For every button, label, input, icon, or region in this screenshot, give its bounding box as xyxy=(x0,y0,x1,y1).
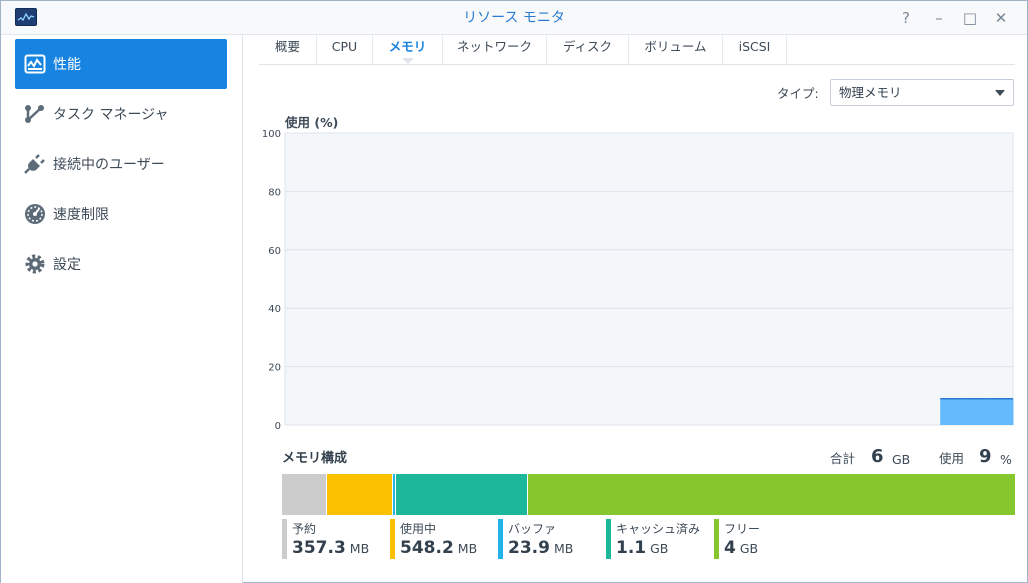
legend-value: 4 GB xyxy=(724,538,759,558)
legend-reserved: 予約 357.3 MB xyxy=(282,519,386,559)
gear-icon xyxy=(23,252,47,276)
sidebar-item-label: タスク マネージャ xyxy=(53,107,169,123)
usage-area-segment xyxy=(964,398,990,425)
memory-segment xyxy=(391,474,396,515)
used-value: 9 xyxy=(979,446,992,467)
legend-color-swatch xyxy=(606,519,611,559)
plug-icon xyxy=(23,152,47,176)
y-tick-label: 20 xyxy=(268,363,281,374)
help-icon: ? xyxy=(902,9,910,27)
title-bar: リソース モニタ ? – □ ✕ xyxy=(1,1,1027,35)
maximize-icon: □ xyxy=(962,9,978,27)
sidebar-item-label: 速度制限 xyxy=(53,207,109,223)
y-tick-label: 0 xyxy=(275,421,281,432)
maximize-button[interactable]: □ xyxy=(958,6,982,30)
legend-value: 548.2 MB xyxy=(400,538,478,558)
legend-in-use: 使用中 548.2 MB xyxy=(390,519,494,559)
legend-free: フリー 4 GB xyxy=(714,519,818,559)
sidebar-item-connected-users[interactable]: 接続中のユーザー xyxy=(15,139,227,189)
memory-segment xyxy=(527,474,1015,515)
legend-buffer: バッファ 23.9 MB xyxy=(498,519,602,559)
minimize-icon: – xyxy=(935,9,943,27)
resource-monitor-app-icon xyxy=(15,8,37,26)
sidebar-item-performance[interactable]: 性能 xyxy=(15,39,227,89)
legend-value: 23.9 MB xyxy=(508,538,574,558)
sidebar-item-label: 設定 xyxy=(53,257,81,273)
sidebar: 性能 タスク マネージャ xyxy=(1,35,243,583)
total-value: 6 xyxy=(871,446,884,467)
tab-overview[interactable]: 概要 xyxy=(259,35,317,64)
sidebar-item-settings[interactable]: 設定 xyxy=(15,239,227,289)
y-tick-label: 60 xyxy=(268,246,281,257)
performance-icon xyxy=(23,52,47,76)
legend-color-swatch xyxy=(282,519,287,559)
used-label: 使用 xyxy=(939,451,965,466)
type-select-value: 物理メモリ xyxy=(839,85,902,100)
help-button[interactable]: ? xyxy=(894,6,918,30)
minimize-button[interactable]: – xyxy=(927,6,951,30)
memory-composition-bar xyxy=(282,474,1015,515)
chart-title: 使用 (%) xyxy=(285,115,339,130)
window-title: リソース モニタ xyxy=(463,10,565,26)
legend-label: フリー xyxy=(724,522,761,536)
memory-segment xyxy=(325,474,392,515)
y-tick-label: 100 xyxy=(262,129,281,140)
legend-value: 1.1 GB xyxy=(616,538,669,558)
y-tick-label: 80 xyxy=(268,187,281,198)
usage-area-segment xyxy=(940,398,965,425)
legend-label: 予約 xyxy=(292,522,317,536)
legend-label: 使用中 xyxy=(400,522,437,536)
tab-cpu[interactable]: CPU xyxy=(317,35,373,64)
sidebar-item-label: 性能 xyxy=(53,57,81,73)
legend-label: バッファ xyxy=(508,522,557,536)
tab-volume[interactable]: ボリューム xyxy=(629,35,723,64)
task-manager-icon xyxy=(23,102,47,126)
sidebar-item-task-manager[interactable]: タスク マネージャ xyxy=(15,89,227,139)
memory-segment xyxy=(395,474,528,515)
legend-color-swatch xyxy=(714,519,719,559)
usage-area-segment xyxy=(988,398,1014,425)
total-label: 合計 xyxy=(830,451,856,466)
speedometer-icon xyxy=(23,202,47,226)
close-icon: ✕ xyxy=(994,9,1008,27)
legend-color-swatch xyxy=(498,519,503,559)
legend-cached: キャッシュ済み 1.1 GB xyxy=(606,519,710,559)
chart-plot-area xyxy=(284,132,1014,426)
sidebar-item-label: 接続中のユーザー xyxy=(53,157,165,173)
tab-iscsi[interactable]: iSCSI xyxy=(723,35,787,64)
chevron-down-icon xyxy=(995,90,1005,96)
active-tab-pointer xyxy=(402,58,414,64)
legend-label: キャッシュ済み xyxy=(616,522,701,536)
legend-value: 357.3 MB xyxy=(292,538,370,558)
tab-network[interactable]: ネットワーク xyxy=(443,35,547,64)
memory-composition-title: メモリ構成 xyxy=(282,451,348,466)
used-unit: % xyxy=(1000,452,1012,467)
memory-segment xyxy=(282,474,326,515)
sidebar-item-speed-limit[interactable]: 速度制限 xyxy=(15,189,227,239)
type-select[interactable]: 物理メモリ xyxy=(830,79,1014,106)
tab-memory[interactable]: メモリ xyxy=(373,35,443,64)
close-button[interactable]: ✕ xyxy=(989,6,1013,30)
memory-usage-chart: 0 20 40 60 80 100 xyxy=(262,129,1014,432)
y-tick-label: 40 xyxy=(268,304,281,315)
tab-bar: 概要 CPU メモリ ネットワーク ディスク ボリューム iSCSI xyxy=(259,35,1015,65)
total-unit: GB xyxy=(892,452,911,467)
type-label: タイプ: xyxy=(777,86,819,101)
tab-disk[interactable]: ディスク xyxy=(547,35,629,64)
legend-color-swatch xyxy=(390,519,395,559)
